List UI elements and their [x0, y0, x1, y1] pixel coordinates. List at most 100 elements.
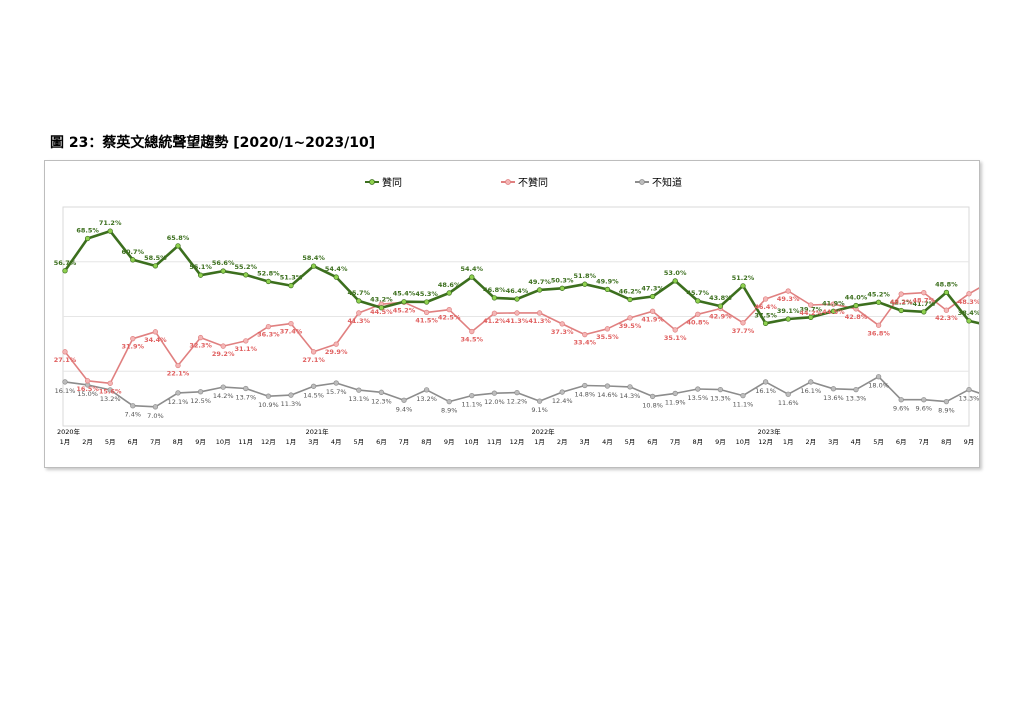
data-point: [604, 326, 611, 332]
data-point: [62, 349, 68, 355]
legend-marker: [369, 179, 375, 185]
data-label: 9.6%: [916, 405, 933, 413]
data-point: [423, 387, 430, 393]
data-point: [536, 287, 543, 293]
data-point: [197, 272, 204, 278]
data-point: [853, 302, 859, 309]
data-label: 56.7%: [54, 259, 77, 267]
data-label: 31.1%: [235, 345, 258, 353]
data-point: [469, 392, 475, 399]
data-label: 34.4%: [144, 336, 167, 344]
data-point: [762, 379, 769, 385]
data-point: [830, 308, 837, 314]
data-point: [107, 380, 113, 386]
data-point: [808, 379, 814, 385]
x-tick-label: 8月: [692, 438, 703, 446]
data-point: [152, 404, 159, 410]
data-label: 15.0%: [77, 390, 98, 398]
data-label: 11.1%: [461, 401, 482, 409]
data-point: [175, 362, 181, 369]
data-label: 14.5%: [303, 391, 324, 399]
data-point: [853, 386, 859, 393]
data-label: 11.6%: [778, 399, 799, 407]
data-point: [333, 341, 339, 347]
data-label: 16.1%: [55, 387, 76, 395]
data-labels: 56.7% 68.5%71.2% 60.7%58.5% 65.8% 55.1%56.6%…: [54, 219, 1004, 420]
x-tick-label: 1月: [534, 438, 545, 446]
data-label: 39.1%: [777, 307, 800, 315]
data-label: 9.6%: [893, 405, 910, 413]
data-label: 48.3%: [958, 298, 979, 306]
data-label: 37.3%: [551, 328, 574, 336]
data-point: [310, 263, 317, 269]
data-label: 47.3%: [641, 285, 664, 293]
legend-marker: [505, 179, 511, 185]
data-label: 15.7%: [326, 388, 347, 396]
data-point: [175, 243, 181, 249]
data-label: 29.2%: [212, 350, 235, 358]
data-point: [243, 338, 249, 344]
data-label: 45.2%: [867, 290, 890, 298]
data-label: 12.2%: [507, 398, 528, 406]
data-point: [220, 384, 226, 390]
data-label: 45.2%: [393, 306, 416, 314]
data-label: 51.2%: [732, 274, 755, 282]
data-label: 29.9%: [325, 348, 348, 356]
data-point: [672, 327, 678, 333]
data-point: [875, 374, 882, 380]
data-point: [921, 309, 927, 315]
data-point: [197, 389, 204, 395]
x-tick-label: 9月: [444, 438, 455, 446]
data-label: 41.3%: [528, 317, 551, 325]
data-point: [310, 349, 317, 355]
data-label: 44.5%: [370, 308, 393, 316]
x-tick-label: 9月: [715, 438, 726, 446]
data-label: 10.9%: [258, 401, 279, 409]
data-label: 51.8%: [574, 272, 597, 280]
data-point: [491, 310, 498, 316]
x-tick-label: 8月: [421, 438, 432, 446]
data-label: 53.0%: [664, 269, 687, 277]
data-point: [446, 307, 452, 313]
legend-item: 不贊同: [501, 176, 548, 189]
data-label: 12.5%: [190, 397, 211, 405]
data-point: [604, 383, 611, 389]
x-tick-label: 6月: [376, 438, 387, 446]
data-point: [649, 308, 656, 314]
data-label: 16.1%: [800, 387, 821, 395]
data-label: 56.6%: [212, 259, 235, 267]
data-label: 46.4%: [506, 287, 529, 295]
legend-label: 不知道: [652, 176, 682, 189]
x-tick-label: 8月: [173, 438, 184, 446]
data-point: [356, 310, 362, 316]
data-point: [288, 282, 294, 289]
data-point: [695, 298, 701, 304]
data-point: [830, 386, 837, 392]
data-label: 32.3%: [189, 342, 212, 350]
data-point: [446, 398, 452, 405]
data-point: [559, 285, 565, 291]
x-tick-label: 3月: [828, 438, 839, 446]
data-point: [966, 318, 972, 324]
data-point: [943, 398, 950, 405]
data-point: [130, 257, 136, 263]
data-label: 12.3%: [371, 397, 392, 405]
data-label: 45.7%: [348, 289, 371, 297]
data-label: 11.1%: [733, 401, 754, 409]
data-label: 42.8%: [845, 313, 868, 321]
data-label: 13.5%: [687, 394, 708, 402]
data-point: [333, 274, 339, 280]
data-label: 38.4%: [958, 309, 979, 317]
data-label: 51.3%: [280, 274, 303, 282]
legend-label: 不贊同: [518, 176, 548, 189]
data-label: 41.7%: [913, 300, 936, 308]
data-label: 65.8%: [167, 234, 190, 242]
data-point: [627, 315, 633, 321]
x-tick-label: 12月: [261, 438, 276, 446]
x-tick-label: 6月: [896, 438, 907, 446]
data-point: [943, 307, 950, 313]
data-point: [740, 320, 746, 326]
data-point: [62, 379, 68, 385]
data-point: [649, 293, 656, 300]
series-3: [62, 374, 995, 410]
